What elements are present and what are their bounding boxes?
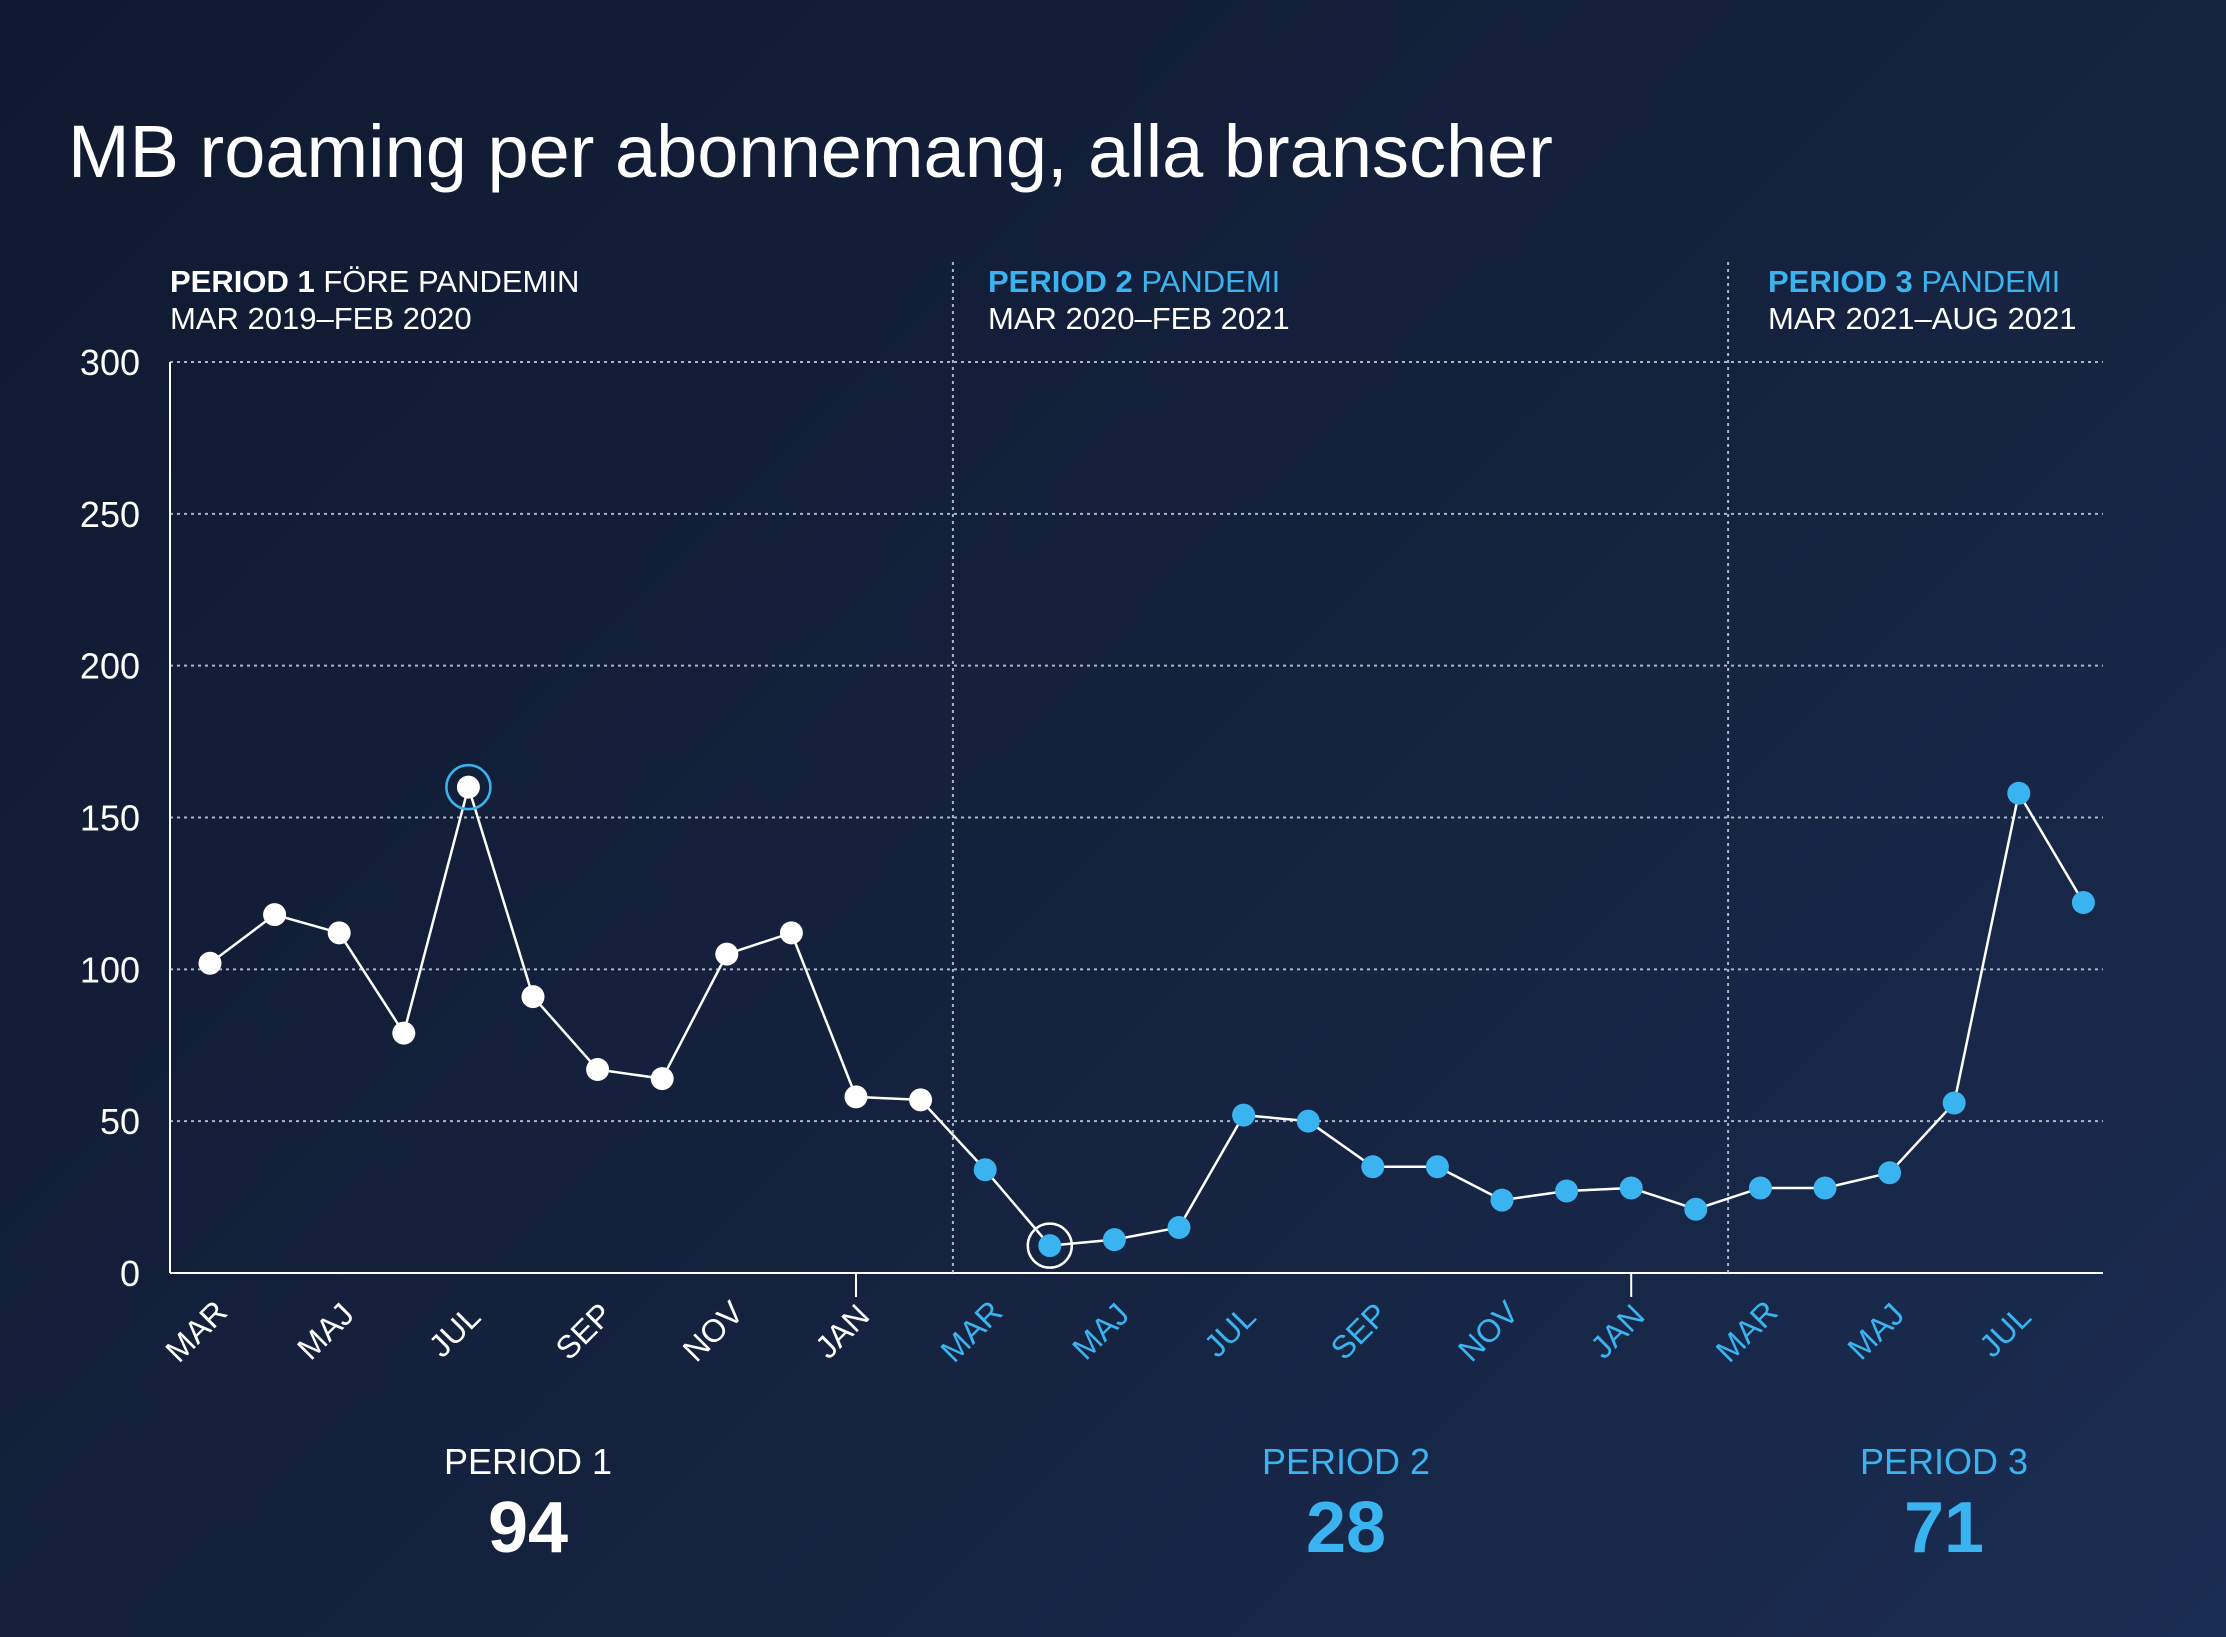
x-tick-label: NOV — [676, 1294, 751, 1369]
data-point — [198, 951, 222, 975]
x-tick-label: JUL — [1972, 1298, 2038, 1364]
data-point — [1425, 1155, 1449, 1179]
data-point — [1232, 1103, 1256, 1127]
data-point — [456, 775, 480, 799]
data-point — [1361, 1155, 1385, 1179]
series-roaming — [198, 763, 2095, 1269]
data-point — [1490, 1188, 1514, 1212]
data-point — [1038, 1234, 1062, 1258]
period-header-title: PERIOD 1 FÖRE PANDEMIN — [170, 264, 579, 299]
x-tick-label: MAR — [1709, 1293, 1785, 1369]
x-tick-label: SEP — [1324, 1296, 1395, 1367]
data-point — [263, 903, 287, 927]
data-point — [327, 921, 351, 945]
data-point — [1167, 1215, 1191, 1239]
period-summaries: PERIOD 1 94 PERIOD 2 28 PERIOD 3 71 — [444, 1441, 2028, 1568]
x-tick-label: JAN — [808, 1297, 876, 1365]
data-point — [1619, 1176, 1643, 1200]
data-point — [2007, 781, 2031, 805]
data-point — [1296, 1109, 1320, 1133]
period-header-range: MAR 2019–FEB 2020 — [170, 301, 472, 336]
period-header-subtitle: FÖRE PANDEMIN — [315, 264, 580, 299]
x-tick-label: JUL — [1197, 1298, 1263, 1364]
axes — [169, 362, 2103, 1297]
x-tick-label: MAR — [158, 1293, 234, 1369]
x-tick-label: SEP — [548, 1296, 619, 1367]
period-header-name: PERIOD 3 — [1768, 264, 1913, 299]
period-header-range: MAR 2020–FEB 2021 — [988, 301, 1290, 336]
y-tick-label: 0 — [120, 1253, 140, 1294]
data-point — [521, 985, 545, 1009]
x-tick-label: MAJ — [1840, 1296, 1911, 1367]
y-tick-label: 150 — [80, 798, 140, 839]
data-point — [1555, 1179, 1579, 1203]
highlight-ring — [1026, 1222, 1074, 1269]
y-tick-label: 250 — [80, 494, 140, 535]
data-point — [1878, 1161, 1902, 1185]
data-point — [586, 1058, 610, 1082]
x-tick-labels: MAR MAJ JUL SEP NOV JAN MAR MAJ JUL SEP NOV JAN MAR M… — [158, 1293, 2038, 1369]
x-tick-label: MAJ — [290, 1296, 361, 1367]
y-tick-label: 100 — [80, 949, 140, 990]
data-point — [1684, 1197, 1708, 1221]
period-summary-label: PERIOD 3 — [1860, 1441, 2028, 1482]
period-summary-value: 28 — [1306, 1488, 1386, 1568]
data-point — [1813, 1176, 1837, 1200]
period-summary-value: 71 — [1904, 1488, 1984, 1568]
period-header-name: PERIOD 1 — [170, 264, 315, 299]
data-point — [1748, 1176, 1772, 1200]
x-tick-label: JAN — [1583, 1297, 1651, 1365]
data-point — [1942, 1091, 1966, 1115]
period-header-subtitle: PANDEMI — [1133, 264, 1281, 299]
period-header-range: MAR 2021–AUG 2021 — [1768, 301, 2076, 336]
y-tick-label: 50 — [100, 1101, 140, 1142]
data-point — [844, 1085, 868, 1109]
period-header-subtitle: PANDEMI — [1913, 264, 2061, 299]
period-summary-label: PERIOD 1 — [444, 1441, 612, 1482]
y-tick-label: 300 — [80, 342, 140, 383]
y-tick-labels: 0 50 100 150 200 250 300 — [80, 342, 140, 1294]
data-point — [909, 1088, 933, 1112]
period-dividers — [951, 262, 1730, 1273]
data-point — [779, 921, 803, 945]
series-line — [209, 785, 2085, 1247]
x-tick-label: MAR — [934, 1293, 1010, 1369]
data-point — [973, 1158, 997, 1182]
x-tick-label: MAJ — [1065, 1296, 1136, 1367]
period-header-name: PERIOD 2 — [988, 264, 1133, 299]
x-tick-label: NOV — [1451, 1294, 1526, 1369]
data-point — [1102, 1228, 1126, 1252]
period-summary-label: PERIOD 2 — [1262, 1441, 1430, 1482]
data-point — [2071, 891, 2095, 915]
x-tick-label: JUL — [422, 1298, 488, 1364]
data-point — [715, 942, 739, 966]
data-point — [392, 1021, 416, 1045]
data-point — [650, 1067, 674, 1091]
period-header-title: PERIOD 2 PANDEMI — [988, 264, 1280, 299]
grid-lines — [170, 361, 2103, 1123]
period-header-title: PERIOD 3 PANDEMI — [1768, 264, 2060, 299]
highlight-ring — [445, 763, 492, 811]
y-tick-label: 200 — [80, 646, 140, 687]
chart-title: MB roaming per abonnemang, alla bransche… — [68, 110, 1553, 193]
period-summary-value: 94 — [488, 1488, 568, 1568]
